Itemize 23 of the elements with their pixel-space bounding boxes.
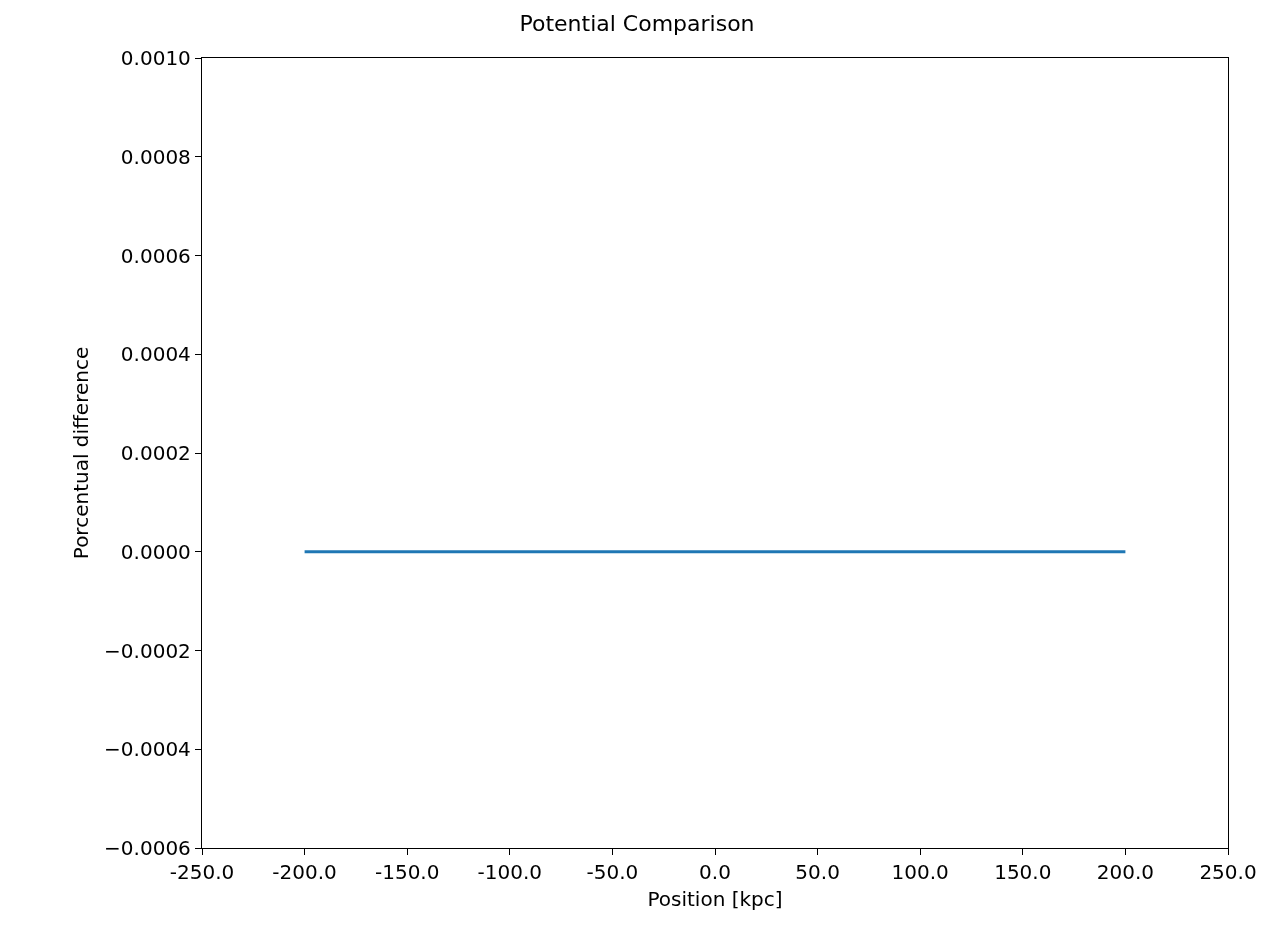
x-tick-label: -200.0	[272, 860, 337, 885]
y-tick-label: 0.0004	[120, 342, 191, 367]
y-tick-label: 0.0008	[120, 144, 191, 169]
y-tick-label: 0.0006	[120, 243, 191, 268]
y-tick-label: 0.0000	[120, 539, 191, 564]
x-tick-label: 50.0	[795, 860, 840, 885]
y-tick-label: −0.0006	[104, 836, 191, 860]
y-axis-title: Porcentual difference	[68, 346, 93, 560]
x-tick-label: -150.0	[374, 860, 440, 885]
chart-title: Potential Comparison	[519, 11, 755, 37]
x-axis-title: Position [kpc]	[647, 886, 783, 911]
y-tick-label: −0.0002	[104, 638, 191, 663]
x-tick-label: -50.0	[586, 860, 639, 885]
x-tick-label: -100.0	[477, 860, 543, 885]
x-tick-label: 150.0	[994, 860, 1052, 885]
y-tick-label: −0.0004	[104, 737, 191, 762]
x-tick-label: 100.0	[891, 860, 949, 885]
x-tick-label: 200.0	[1096, 860, 1155, 885]
y-tick-label: 0.0002	[120, 441, 191, 465]
y-tick-label: 0.0010	[120, 46, 191, 70]
x-tick-label: 250.0	[1199, 860, 1257, 885]
x-tick-label: 0.0	[699, 860, 731, 885]
x-tick-label: -250.0	[169, 860, 235, 885]
